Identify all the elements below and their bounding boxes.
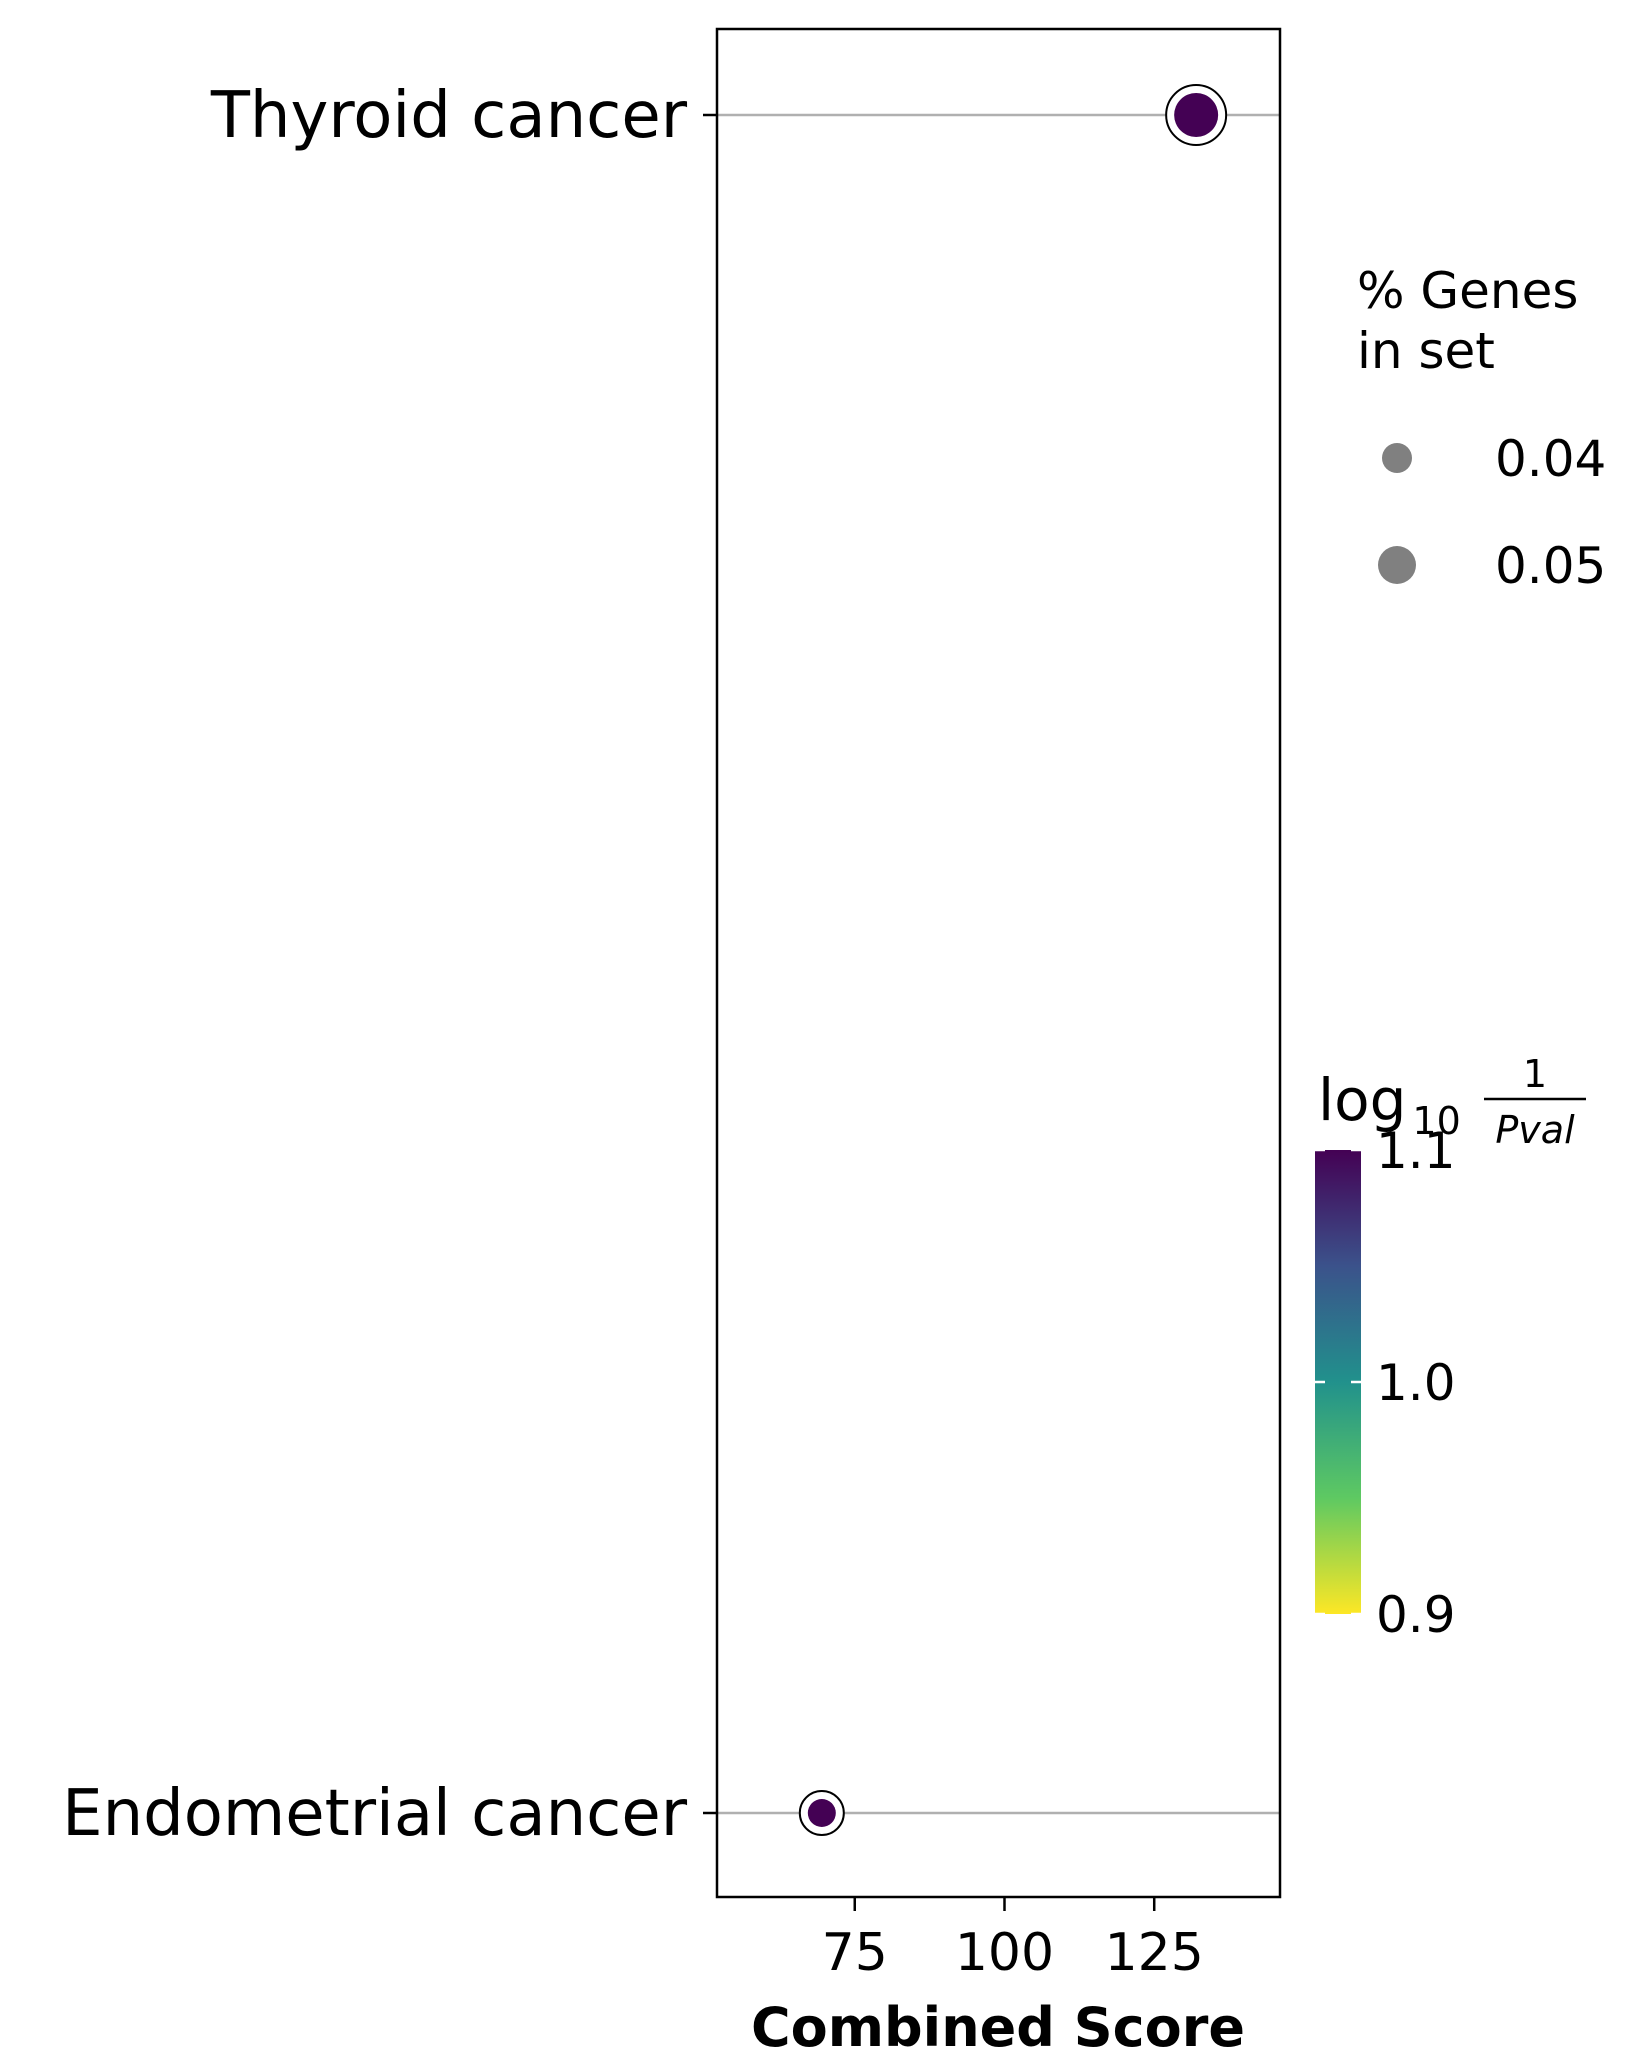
x-axis-title: Combined Score <box>751 1996 1245 2059</box>
colorbar-tick-label: 1.0 <box>1376 1354 1456 1412</box>
y-tick-label: Thyroid cancer <box>210 79 688 153</box>
size-legend-marker <box>1382 443 1412 473</box>
x-tick-label: 100 <box>955 1923 1054 1983</box>
size-legend-entries: 0.04 0.05 <box>1378 430 1606 595</box>
y-axis: Thyroid cancer Endometrial cancer <box>62 79 717 1851</box>
data-point <box>807 1799 836 1827</box>
gridlines <box>717 113 1280 1815</box>
size-legend-title-line-2: in set <box>1357 322 1495 380</box>
data-points <box>798 84 1228 1836</box>
size-legend-title-line-1: % Genes <box>1357 262 1578 320</box>
colorbar-title-numerator: 1 <box>1523 1052 1547 1096</box>
size-legend-label: 0.05 <box>1495 537 1606 595</box>
colorbar-title-denominator: Pval <box>1495 1108 1575 1152</box>
colorbar-tick-label: 0.9 <box>1376 1586 1456 1644</box>
x-tick-label: 125 <box>1105 1923 1204 1983</box>
plot-frame <box>715 27 1282 1899</box>
size-legend-label: 0.04 <box>1495 430 1606 488</box>
y-tick-label: Endometrial cancer <box>62 1777 688 1851</box>
colorbar-title: log 10 <box>1318 1066 1461 1143</box>
size-legend: % Genes in set 0.04 0.05 <box>1357 262 1606 595</box>
colorbar-tick-label: 1.1 <box>1376 1122 1456 1180</box>
x-axis: 75 100 125 <box>822 1897 1204 1983</box>
colorbar: log 10 1 Pval 1.1 1.0 0.9 <box>1315 1052 1586 1644</box>
colorbar-ticks: 1.1 1.0 0.9 <box>1315 1122 1456 1644</box>
x-tick-label: 75 <box>822 1923 888 1983</box>
size-legend-marker <box>1378 546 1416 584</box>
data-point <box>1174 93 1219 137</box>
